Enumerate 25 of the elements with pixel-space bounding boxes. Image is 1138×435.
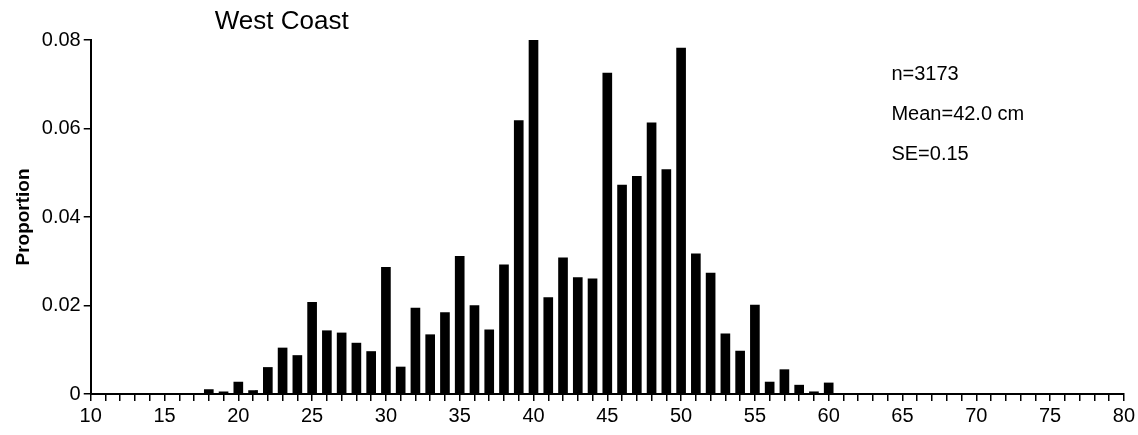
y-tick-label: 0 xyxy=(69,381,81,404)
chart-title: West Coast xyxy=(214,5,350,36)
annotation: n=3173 xyxy=(891,61,959,84)
x-tick-label: 50 xyxy=(669,403,693,426)
x-tick-label: 70 xyxy=(965,403,988,426)
y-axis-title: Proportion xyxy=(11,168,33,266)
x-tick-label: 10 xyxy=(79,403,102,426)
x-tick-label: 60 xyxy=(817,403,840,426)
x-tick-label: 25 xyxy=(300,403,324,426)
x-tick-label: 75 xyxy=(1038,403,1062,426)
x-tick-label: 65 xyxy=(891,403,914,426)
y-tick-label: 0.08 xyxy=(41,27,81,50)
x-tick-label: 80 xyxy=(1112,403,1135,426)
x-tick-label: 30 xyxy=(374,403,398,426)
annotation: SE=0.15 xyxy=(891,141,969,164)
y-tick-label: 0.02 xyxy=(41,293,81,316)
x-tick-label: 35 xyxy=(448,403,471,426)
x-tick-label: 15 xyxy=(153,403,176,426)
y-tick-label: 0.06 xyxy=(41,116,81,139)
y-tick-label: 0.04 xyxy=(41,204,81,227)
x-tick-label: 45 xyxy=(596,403,619,426)
x-tick-label: 55 xyxy=(743,403,767,426)
x-tick-label: 20 xyxy=(227,403,250,426)
annotation: Mean=42.0 cm xyxy=(891,101,1025,124)
x-tick-label: 40 xyxy=(522,403,545,426)
